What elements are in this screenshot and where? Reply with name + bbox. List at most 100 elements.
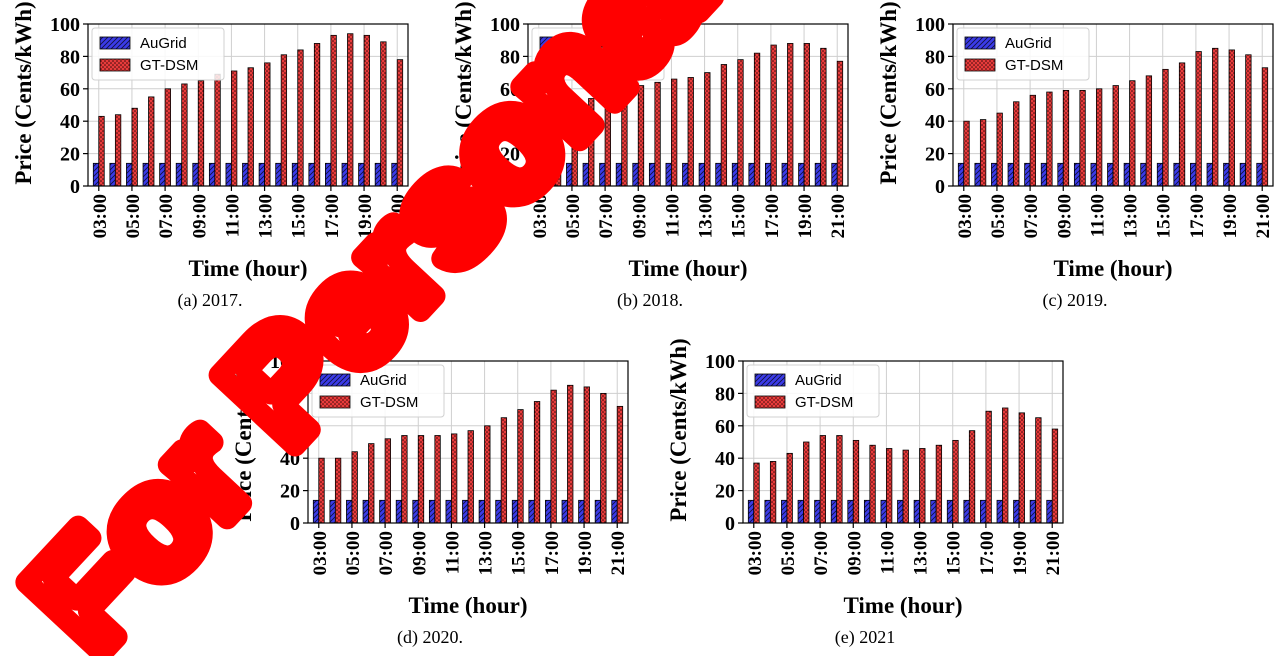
bar-augrid [291,162,299,187]
bar-gt-dsm [1228,49,1235,187]
x-tick-label: 05:00 [343,531,364,575]
bar-gt-dsm [1079,90,1086,187]
y-tick-label: 20 [715,481,735,503]
bar-augrid [797,499,804,524]
legend: AuGrid GT-DSM [91,27,225,81]
x-tick-label: 11:00 [442,531,463,574]
bar-augrid [880,499,887,524]
bar-gt-dsm [247,67,254,187]
bar-augrid [665,162,672,187]
y-axis-label: Price (Cents/kWh) [231,338,256,521]
bar-gt-dsm [852,439,860,524]
bar-augrid [863,499,871,524]
bar-gt-dsm [1046,91,1053,187]
x-tick-label: 21:00 [388,194,409,238]
bar-gt-dsm [114,114,122,187]
y-tick-label: 80 [280,383,300,405]
bar-augrid [308,162,315,187]
y-tick-label: 60 [500,79,520,101]
bar-gt-dsm [351,451,358,524]
y-tick-label: 100 [50,14,80,36]
bar-gt-dsm [787,43,794,187]
bar-augrid [1239,162,1247,187]
x-tick-label: 05:00 [563,194,584,238]
bar-gt-dsm [368,443,375,524]
bar-gt-dsm [836,60,844,187]
x-tick-label: 11:00 [1087,194,1108,237]
legend-swatch [99,58,131,72]
legend-label: GT-DSM [140,57,198,74]
bar-augrid [946,499,954,524]
y-axis-label: Price (Cents/kWh) [11,1,36,184]
bar-gt-dsm [985,410,992,524]
bar-augrid [1090,162,1097,187]
bar-augrid [765,162,772,187]
legend: AuGrid GT-DSM [531,27,665,81]
bar-augrid [1073,162,1081,187]
bar-gt-dsm [567,384,574,524]
bar-gt-dsm [396,59,404,187]
bar-augrid [242,162,249,187]
bar-augrid [358,162,365,187]
bar-augrid [391,162,398,187]
caption-a: (a) 2017. [177,290,243,310]
bar-gt-dsm [533,401,541,524]
bar-gt-dsm [197,80,205,187]
bar-augrid [511,499,519,524]
bar-gt-dsm [1096,88,1103,187]
bar-gt-dsm [554,117,562,187]
bar-augrid [445,499,452,524]
bar-gt-dsm [1212,47,1219,187]
bar-gt-dsm [517,409,524,524]
bar-gt-dsm [231,70,238,187]
bar-gt-dsm [704,72,711,187]
legend-swatch [319,373,351,387]
bar-gt-dsm [869,444,876,524]
bar-gt-dsm [330,34,337,187]
bar-gt-dsm [886,448,893,524]
x-tick-label: 11:00 [662,194,683,237]
bar-augrid [814,162,822,187]
bar-gt-dsm [148,96,155,187]
x-tick-label: 13:00 [476,531,497,575]
caption-c: (c) 2019. [1042,290,1108,310]
bar-augrid [715,162,722,187]
x-tick-label: 15:00 [729,194,750,238]
bar-gt-dsm [131,107,138,187]
y-tick-label: 80 [925,46,945,68]
bar-augrid [549,162,556,187]
bar-augrid [566,162,573,187]
bar-gt-dsm [600,393,607,524]
bar-augrid [1029,499,1037,524]
x-tick-label: 09:00 [189,194,210,238]
x-tick-label: 19:00 [575,531,596,575]
legend-label: GT-DSM [795,394,853,411]
bar-augrid [991,162,998,187]
bar-gt-dsm [1245,54,1252,187]
y-tick-label: 60 [925,79,945,101]
y-axis-label: Price (Cents/kWh) [666,338,691,521]
bar-gt-dsm [979,119,987,187]
legend-label: AuGrid [360,372,407,389]
bar-gt-dsm [753,462,760,524]
x-tick-label: 15:00 [509,531,530,575]
plot-frame [742,360,1064,524]
bar-gt-dsm [952,439,959,524]
bar-augrid [615,162,623,187]
bar-augrid [92,162,100,187]
chart-e-svg: 0 20 40 60 80 100 03:00 05:00 07:00 09:00 11:00 13:… [666,338,1064,618]
series-gt-dsm [963,47,1269,187]
y-tick-label: 0 [70,176,80,198]
bar-gt-dsm [318,457,325,524]
chart-panel-e: 0 20 40 60 80 100 03:00 05:00 07:00 09:00 11:00 13:… [655,337,1075,657]
bar-gt-dsm [538,119,545,187]
bar-gt-dsm [1018,412,1025,524]
bar-gt-dsm [181,83,188,187]
x-tick-label: 03:00 [90,194,111,238]
bar-augrid [1156,162,1164,187]
x-tick-label: 05:00 [123,194,144,238]
bar-augrid [1256,162,1263,187]
legend-swatch [319,395,351,409]
bar-gt-dsm [836,435,843,524]
bar-augrid [814,499,821,524]
